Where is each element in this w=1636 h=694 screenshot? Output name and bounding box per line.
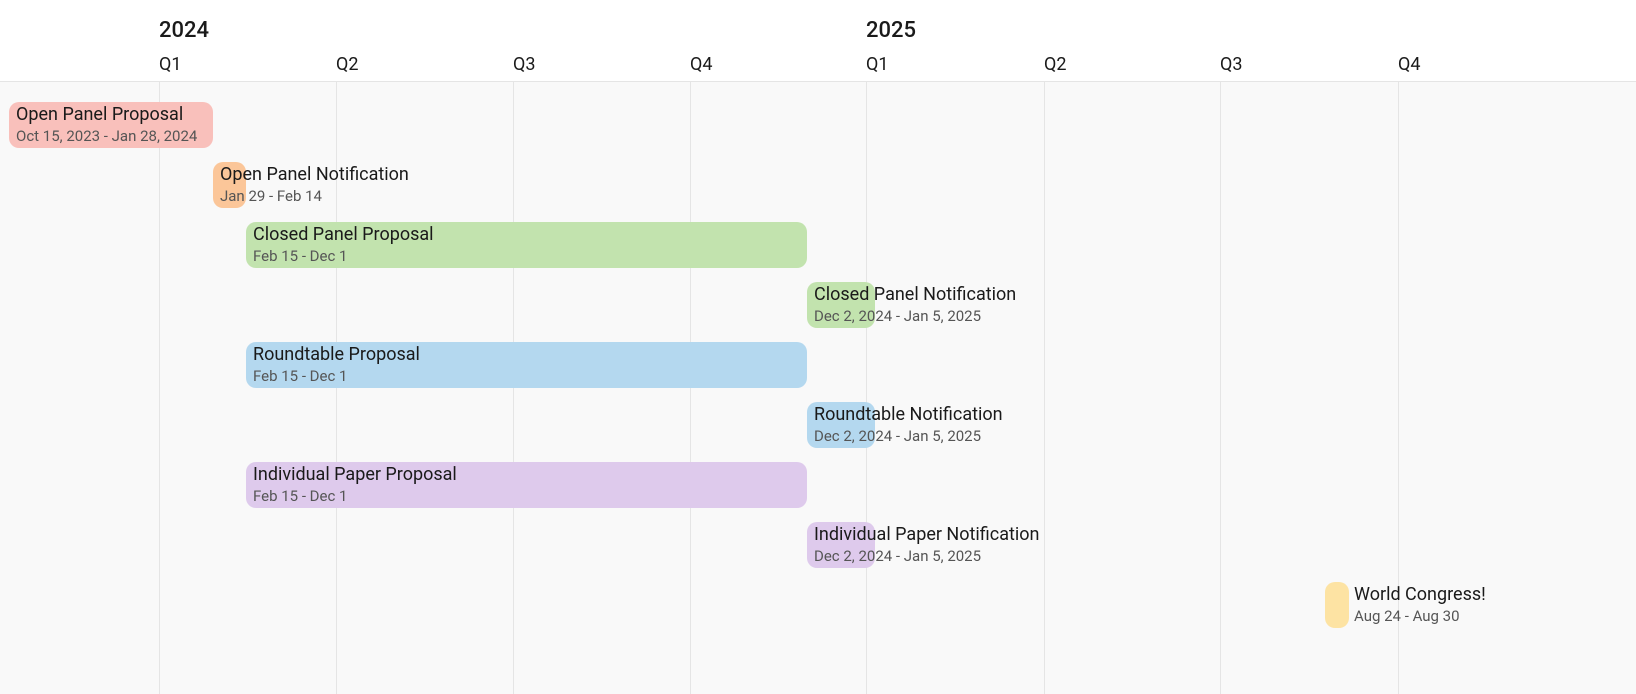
- gridline: [1044, 82, 1045, 694]
- timeline-bar-label: Closed Panel NotificationDec 2, 2024 - J…: [814, 284, 1016, 325]
- quarter-label: Q3: [513, 54, 536, 75]
- timeline-bar[interactable]: [1325, 582, 1349, 628]
- bar-dates: Dec 2, 2024 - Jan 5, 2025: [814, 547, 1039, 566]
- bar-dates: Feb 15 - Dec 1: [253, 487, 457, 506]
- timeline-header: 2024 2025 Q1 Q2 Q3 Q4 Q1 Q2 Q3 Q4: [0, 0, 1636, 82]
- bar-title: Closed Panel Notification: [814, 284, 1016, 307]
- bar-dates: Feb 15 - Dec 1: [253, 367, 420, 386]
- timeline-bar-label: Roundtable ProposalFeb 15 - Dec 1: [253, 344, 420, 385]
- timeline-bar-label: Roundtable NotificationDec 2, 2024 - Jan…: [814, 404, 1003, 445]
- year-label: 2024: [159, 18, 209, 43]
- bar-dates: Dec 2, 2024 - Jan 5, 2025: [814, 307, 1016, 326]
- bar-title: Individual Paper Notification: [814, 524, 1039, 547]
- bar-dates: Dec 2, 2024 - Jan 5, 2025: [814, 427, 1003, 446]
- quarter-label: Q1: [866, 54, 889, 75]
- bar-title: Individual Paper Proposal: [253, 464, 457, 487]
- timeline-bar-label: World Congress!Aug 24 - Aug 30: [1354, 584, 1486, 625]
- timeline-bar-label: Individual Paper NotificationDec 2, 2024…: [814, 524, 1039, 565]
- year-label: 2025: [866, 18, 916, 43]
- gridline: [1220, 82, 1221, 694]
- timeline-chart-area: Open Panel ProposalOct 15, 2023 - Jan 28…: [0, 82, 1636, 694]
- timeline-bar-label: Open Panel NotificationJan 29 - Feb 14: [220, 164, 409, 205]
- bar-title: World Congress!: [1354, 584, 1486, 607]
- quarter-label: Q4: [690, 54, 713, 75]
- bar-title: Roundtable Notification: [814, 404, 1003, 427]
- bar-dates: Jan 29 - Feb 14: [220, 187, 409, 206]
- bar-dates: Aug 24 - Aug 30: [1354, 607, 1486, 626]
- bar-title: Closed Panel Proposal: [253, 224, 434, 247]
- timeline-chart: 2024 2025 Q1 Q2 Q3 Q4 Q1 Q2 Q3 Q4 Open Panel Pro…: [0, 0, 1636, 694]
- gridline: [159, 82, 160, 694]
- bar-title: Open Panel Proposal: [16, 104, 197, 127]
- quarter-label: Q3: [1220, 54, 1243, 75]
- bar-dates: Feb 15 - Dec 1: [253, 247, 434, 266]
- bar-title: Open Panel Notification: [220, 164, 409, 187]
- bar-dates: Oct 15, 2023 - Jan 28, 2024: [16, 127, 197, 146]
- gridline: [513, 82, 514, 694]
- quarter-label: Q2: [336, 54, 359, 75]
- bar-title: Roundtable Proposal: [253, 344, 420, 367]
- quarter-label: Q4: [1398, 54, 1421, 75]
- timeline-bar-label: Open Panel ProposalOct 15, 2023 - Jan 28…: [16, 104, 197, 145]
- gridline: [866, 82, 867, 694]
- quarter-label: Q1: [159, 54, 182, 75]
- timeline-bar-label: Closed Panel ProposalFeb 15 - Dec 1: [253, 224, 434, 265]
- timeline-bar-label: Individual Paper ProposalFeb 15 - Dec 1: [253, 464, 457, 505]
- quarter-label: Q2: [1044, 54, 1067, 75]
- gridline: [690, 82, 691, 694]
